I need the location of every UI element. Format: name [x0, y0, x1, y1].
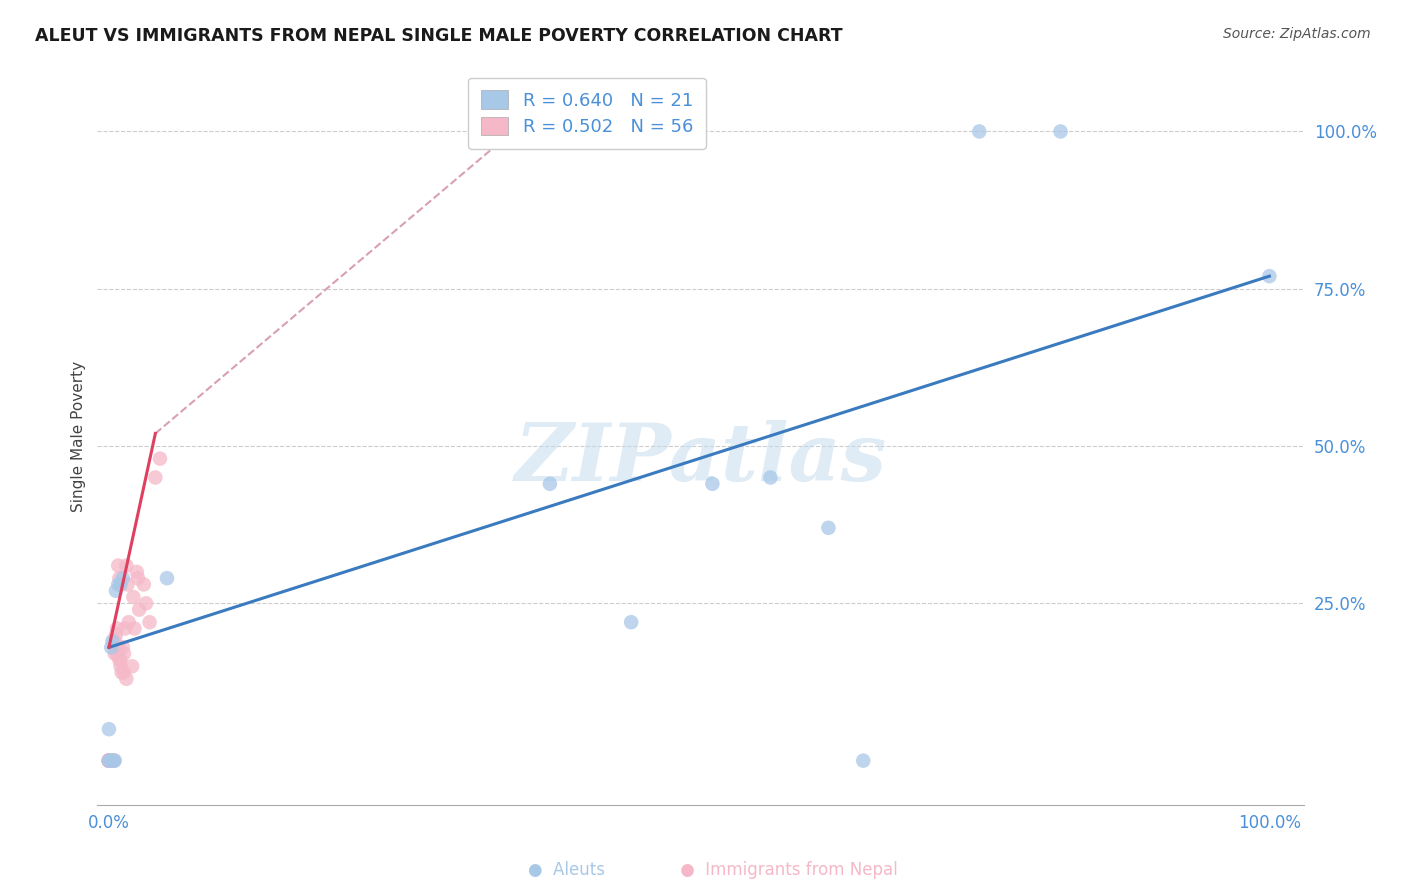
Point [620, 615, 643, 630]
Point [97, 754, 120, 768]
Point [759, 470, 782, 484]
Point [125, 565, 148, 579]
Point [115, 558, 138, 573]
Point [103, 754, 125, 768]
Point [107, 640, 129, 655]
Point [105, 622, 128, 636]
Point [1049, 124, 1071, 138]
Point [97, 754, 120, 768]
Point [100, 754, 122, 768]
Point [101, 754, 124, 768]
Y-axis label: Single Male Poverty: Single Male Poverty [72, 361, 86, 512]
Point [97, 754, 120, 768]
Point [97, 754, 120, 768]
Point [98, 754, 121, 768]
Point [105, 647, 128, 661]
Point [115, 672, 138, 686]
Point [156, 571, 179, 585]
Point [98, 754, 121, 768]
Point [97, 754, 120, 768]
Point [135, 596, 157, 610]
Point [104, 583, 127, 598]
Point [97, 754, 120, 768]
Point [97, 754, 120, 768]
Point [104, 754, 127, 768]
Point [132, 577, 155, 591]
Point [117, 577, 139, 591]
Point [104, 647, 127, 661]
Point [97, 754, 120, 768]
Point [97, 754, 120, 768]
Point [112, 647, 135, 661]
Point [97, 754, 120, 768]
Point [111, 571, 134, 585]
Text: ●  Aleuts: ● Aleuts [527, 861, 605, 879]
Point [852, 754, 875, 768]
Point [122, 590, 145, 604]
Point [110, 653, 132, 667]
Point [97, 754, 120, 768]
Text: ●  Immigrants from Nepal: ● Immigrants from Nepal [633, 861, 897, 879]
Point [98, 754, 121, 768]
Point [108, 571, 131, 585]
Point [114, 622, 136, 636]
Point [98, 754, 121, 768]
Point [121, 659, 143, 673]
Point [111, 640, 134, 655]
Point [1258, 269, 1281, 284]
Point [103, 754, 125, 768]
Legend: R = 0.640   N = 21, R = 0.502   N = 56: R = 0.640 N = 21, R = 0.502 N = 56 [468, 78, 706, 149]
Point [97, 754, 120, 768]
Point [97, 754, 120, 768]
Point [138, 615, 160, 630]
Point [107, 577, 129, 591]
Point [100, 640, 122, 655]
Point [108, 653, 131, 667]
Point [103, 754, 125, 768]
Point [97, 722, 120, 736]
Point [110, 577, 132, 591]
Point [97, 754, 120, 768]
Point [702, 476, 724, 491]
Point [97, 754, 120, 768]
Point [124, 622, 146, 636]
Point [112, 665, 135, 680]
Point [149, 451, 172, 466]
Point [101, 754, 124, 768]
Text: ZIPatlas: ZIPatlas [515, 420, 887, 498]
Point [107, 558, 129, 573]
Point [118, 615, 141, 630]
Point [101, 634, 124, 648]
Point [538, 476, 561, 491]
Point [97, 754, 120, 768]
Point [817, 521, 839, 535]
Point [104, 628, 127, 642]
Point [128, 602, 150, 616]
Point [97, 754, 120, 768]
Text: ALEUT VS IMMIGRANTS FROM NEPAL SINGLE MALE POVERTY CORRELATION CHART: ALEUT VS IMMIGRANTS FROM NEPAL SINGLE MA… [35, 27, 842, 45]
Point [110, 659, 132, 673]
Text: Source: ZipAtlas.com: Source: ZipAtlas.com [1223, 27, 1371, 41]
Point [111, 665, 134, 680]
Point [127, 571, 149, 585]
Point [97, 754, 120, 768]
Point [145, 470, 167, 484]
Point [104, 634, 127, 648]
Point [969, 124, 991, 138]
